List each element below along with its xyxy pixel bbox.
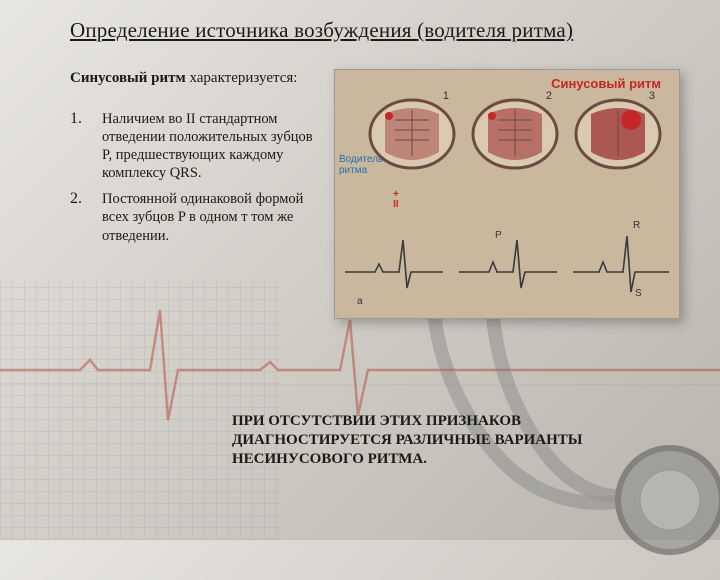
figure-ecg-strip [343,222,673,302]
intro-rest: характеризуется: [186,70,298,86]
intro-bold: Синусовый ритм [70,70,186,86]
heart-number: 3 [649,90,655,102]
ecg-label-s: S [635,288,642,299]
lead-indicator: + II [393,190,399,210]
lead-name: II [393,199,399,210]
list-item: Постоянной одинаковой формой всех зубцов… [102,190,320,244]
figure-panel: Синусовый ритм Водительритма 1 2 [334,69,680,319]
heart-diagram: 2 [468,94,562,172]
list-item: Наличием во II стандартном отведении пол… [102,110,320,183]
heart-diagram: 1 [365,94,459,172]
heart-number: 1 [443,90,449,102]
list-number: 2. [70,190,94,244]
intro-text: Синусовый ритм характеризуется: [70,69,320,88]
ecg-label-p: P [495,230,502,241]
hearts-row: 1 2 [365,94,665,172]
heart-number: 2 [546,90,552,102]
heart-diagram: 3 [571,94,665,172]
footer-note: ПРИ ОТСУТСТВИИ ЭТИХ ПРИЗНАКОВ ДИАГНОСТИР… [232,412,652,468]
list-number: 1. [70,110,94,183]
ecg-label-r: R [633,220,640,231]
ecg-label-a: а [357,296,363,307]
page-title: Определение источника возбуждения (водит… [70,18,680,43]
text-column: Синусовый ритм характеризуется: 1. Налич… [70,69,320,319]
criteria-list: 1. Наличием во II стандартном отведении … [70,110,320,245]
figure-title: Синусовый ритм [551,76,661,91]
